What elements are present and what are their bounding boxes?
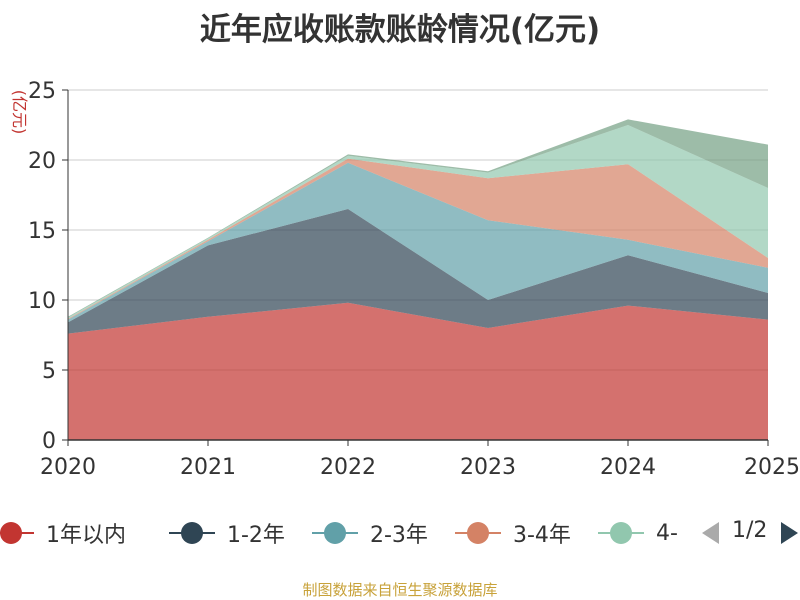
legend-label: 1-2年 [227,523,285,548]
legend-next-page-icon[interactable] [781,522,798,544]
x-tick-label: 2021 [180,455,236,480]
legend: 1/2 1年以内 1-2年 2-3年 3-4年 4- [0,516,800,550]
legend-label: 4- [656,520,678,546]
source-note: 制图数据来自恒生聚源数据库 [302,581,498,599]
x-tick-label: 2020 [40,455,96,480]
y-tick-label: 20 [28,149,56,174]
y-tick-label: 0 [42,429,56,454]
y-tick-label: 25 [28,79,56,104]
stacked-areas [68,119,768,440]
chart-title: 近年应收账款账龄情况(亿元) [199,12,601,48]
legend-label: 1年以内 [46,523,126,548]
series-area-2 [68,162,768,323]
x-tick-label: 2024 [600,455,656,480]
y-tick-label: 5 [42,359,56,384]
y-tick-label: 10 [28,289,56,314]
series-area-3 [68,158,768,320]
x-tick-label: 2025 [744,455,800,480]
legend-item[interactable]: 3-4年 [453,516,571,550]
x-tick-label: 2022 [320,455,376,480]
legend-marker-icon [310,516,360,550]
legend-item[interactable]: 4- [596,516,678,550]
legend-page-indicator: 1/2 [732,518,768,543]
series-area-5 [68,119,768,318]
legend-item[interactable]: 2-3年 [310,516,428,550]
legend-marker-icon [453,516,503,550]
legend-item[interactable]: 1-2年 [167,516,285,550]
x-tick-label: 2023 [460,455,516,480]
y-tick-label: 15 [28,219,56,244]
legend-marker-icon [167,516,217,550]
legend-label: 2-3年 [370,523,428,548]
legend-label: 3-4年 [513,523,571,548]
legend-item[interactable]: 1年以内 [0,516,126,550]
y-axis-label: (亿元) [10,90,29,135]
legend-prev-page-icon[interactable] [702,522,719,544]
series-area-0 [68,302,768,440]
series-area-1 [68,209,768,334]
legend-marker-icon [0,516,36,550]
legend-marker-icon [596,516,646,550]
